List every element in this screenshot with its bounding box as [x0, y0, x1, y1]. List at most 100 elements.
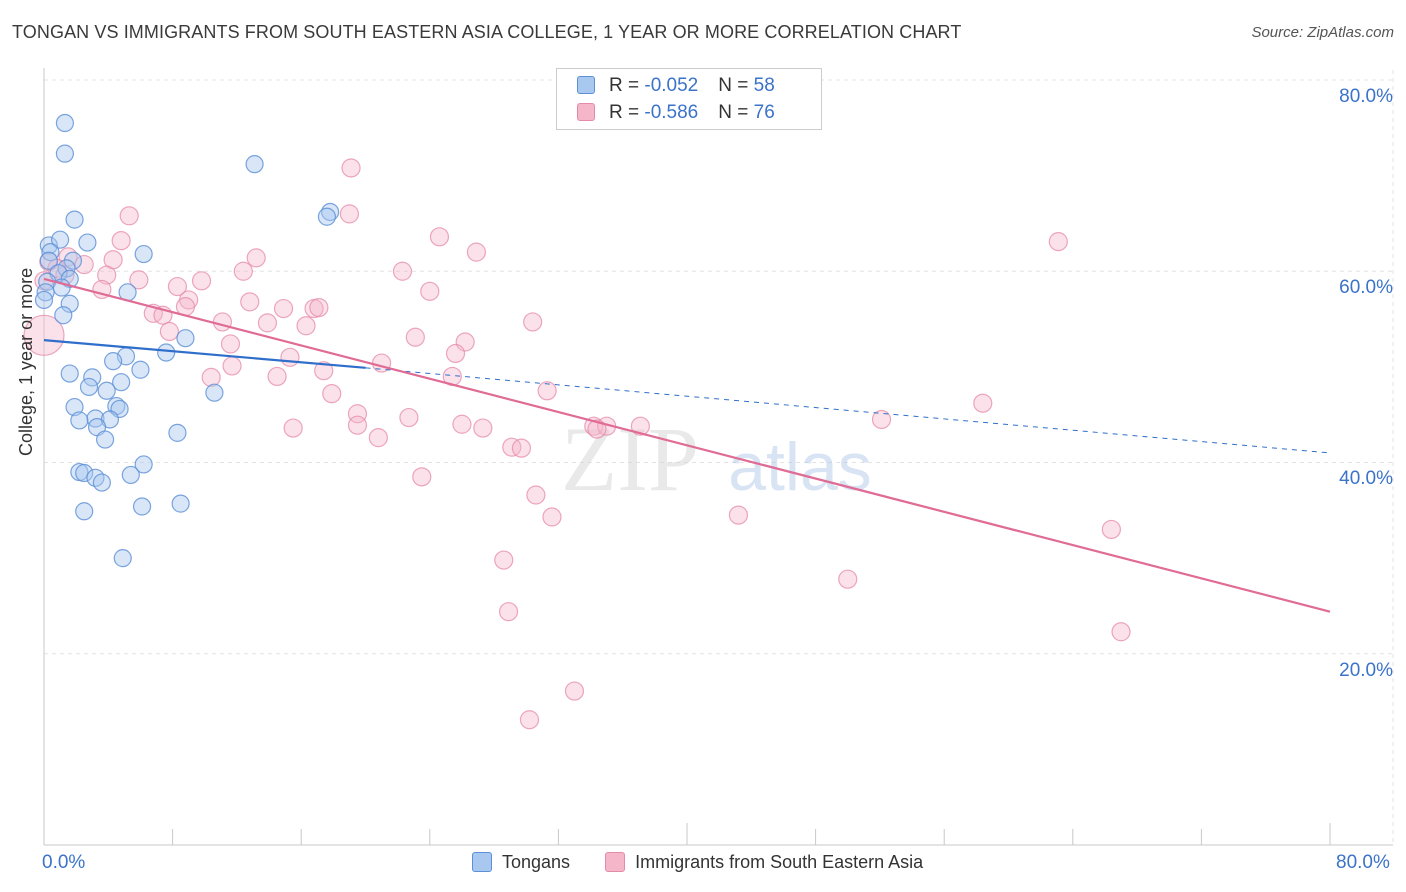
- sea-point: [222, 356, 242, 376]
- sea-point: [519, 710, 540, 730]
- tongans-point: [95, 430, 115, 449]
- y-axis-label: College, 1 year or more: [16, 267, 36, 456]
- sea-point: [347, 404, 368, 424]
- tongans-point: [134, 455, 153, 474]
- y-tick-label: 80.0%: [1339, 86, 1393, 107]
- legend-item-sea[interactable]: Immigrants from South Eastern Asia: [605, 852, 923, 873]
- sea-swatch: [605, 852, 626, 872]
- sea-point: [1111, 622, 1131, 642]
- sea-point: [322, 384, 342, 404]
- r-value: -0.052: [644, 75, 699, 96]
- sea-point: [97, 265, 117, 285]
- tongans-point: [171, 494, 190, 513]
- source-label: Source: ZipAtlas.com: [1251, 24, 1394, 41]
- tongans-point: [92, 473, 111, 492]
- sea-point: [466, 242, 487, 262]
- tongans-trend-extension: [365, 367, 1331, 454]
- r-label: R =: [609, 75, 645, 96]
- sea-point: [871, 409, 892, 430]
- tongans-swatch: [577, 76, 595, 94]
- sea-point: [347, 415, 368, 435]
- sea-point: [314, 361, 334, 381]
- sea-point: [240, 292, 260, 312]
- tongans-swatch: [472, 852, 492, 872]
- sea-point: [728, 505, 749, 525]
- n-label: N =: [718, 75, 754, 96]
- sea-point: [191, 271, 212, 291]
- sea-point: [494, 550, 514, 570]
- y-tick-label: 40.0%: [1339, 468, 1393, 489]
- sea-point: [542, 507, 562, 527]
- sea-swatch: [577, 103, 595, 121]
- tongans-point: [104, 352, 123, 371]
- sea-point: [973, 393, 993, 413]
- tongans-trend-line: [43, 339, 366, 369]
- sea-point: [280, 347, 300, 367]
- sea-point: [523, 312, 543, 332]
- sea-point: [1101, 519, 1121, 540]
- tongans-point: [39, 251, 58, 270]
- tongans-point: [205, 383, 224, 402]
- tongans-point: [65, 210, 84, 229]
- sea-point: [283, 418, 303, 438]
- watermark: ZIP atlas: [561, 408, 872, 510]
- legend-label: Tongans: [502, 852, 571, 872]
- sea-point: [23, 314, 65, 356]
- tongans-point: [55, 144, 74, 163]
- sea-point: [502, 437, 522, 457]
- chart-title: TONGAN VS IMMIGRANTS FROM SOUTH EASTERN …: [12, 22, 962, 42]
- sea-point: [220, 334, 241, 354]
- watermark-zip: ZIP: [561, 408, 699, 510]
- x-tick-label: 80.0%: [1336, 852, 1390, 873]
- sea-point: [368, 428, 388, 448]
- sea-point: [167, 276, 188, 297]
- tongans-point: [132, 497, 152, 516]
- tongans-point: [34, 290, 54, 310]
- sea-point: [267, 366, 287, 387]
- tongans-point: [176, 329, 195, 348]
- tongans-point: [317, 207, 337, 226]
- tongans-point: [245, 155, 264, 174]
- sea-point: [405, 327, 425, 347]
- sea-point: [392, 261, 413, 281]
- series-legend: Tongans Immigrants from South Eastern As…: [472, 852, 953, 873]
- legend-item-tongans[interactable]: Tongans: [472, 852, 570, 873]
- tongans-point: [157, 343, 176, 362]
- sea-point: [564, 681, 585, 701]
- sea-point: [452, 414, 472, 434]
- tongans-point: [79, 377, 99, 397]
- sea-point: [341, 158, 361, 178]
- sea-point: [511, 438, 532, 458]
- tongans-point: [131, 360, 150, 379]
- tongans-point: [168, 423, 187, 442]
- axes: [43, 68, 1393, 846]
- tongans-point: [60, 294, 79, 313]
- n-value: 58: [753, 75, 775, 96]
- tongans-point: [113, 549, 132, 568]
- tongans-point: [75, 502, 94, 521]
- n-value: 76: [753, 102, 775, 123]
- tongans-point: [65, 397, 84, 417]
- tongans-point: [97, 381, 116, 400]
- sea-point: [587, 419, 607, 439]
- tongans-point: [121, 465, 140, 485]
- tongans-point: [75, 463, 94, 483]
- sea-point: [1048, 232, 1068, 252]
- tongans-point: [55, 113, 74, 133]
- tongans-point: [70, 411, 89, 430]
- sea-point: [412, 467, 432, 487]
- r-label: R =: [609, 102, 645, 123]
- tongans-point: [60, 364, 79, 383]
- watermark-atlas: atlas: [728, 429, 872, 505]
- stats-legend: R = -0.052 N = 58 R = -0.586 N = 76: [556, 68, 822, 130]
- sea-point: [201, 367, 221, 387]
- sea-point: [526, 485, 546, 505]
- sea-point: [445, 343, 466, 364]
- sea-point: [838, 569, 858, 589]
- grid-lines: [44, 70, 1394, 845]
- tongans-point: [39, 236, 58, 255]
- sea-point: [339, 204, 360, 224]
- series-tongans-points: [34, 113, 340, 568]
- sea-point: [296, 316, 316, 336]
